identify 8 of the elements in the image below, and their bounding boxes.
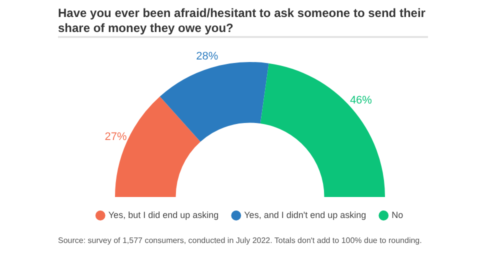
data-label: 27% [104, 131, 127, 144]
chart-title: Have you ever been afraid/hesitant to ask someone to send their share of money they owe you? [58, 6, 426, 36]
source-note: Source: survey of 1,577 consumers, conducted in July 2022. Totals don't add to 100% due to rounding. [58, 236, 423, 245]
legend-label: No [392, 210, 404, 220]
legend-label: Yes, and I didn't end up asking [244, 210, 366, 220]
data-label: 28% [196, 50, 218, 62]
data-label: 46% [350, 94, 372, 107]
legend-label: Yes, but I did end up asking [108, 210, 219, 220]
